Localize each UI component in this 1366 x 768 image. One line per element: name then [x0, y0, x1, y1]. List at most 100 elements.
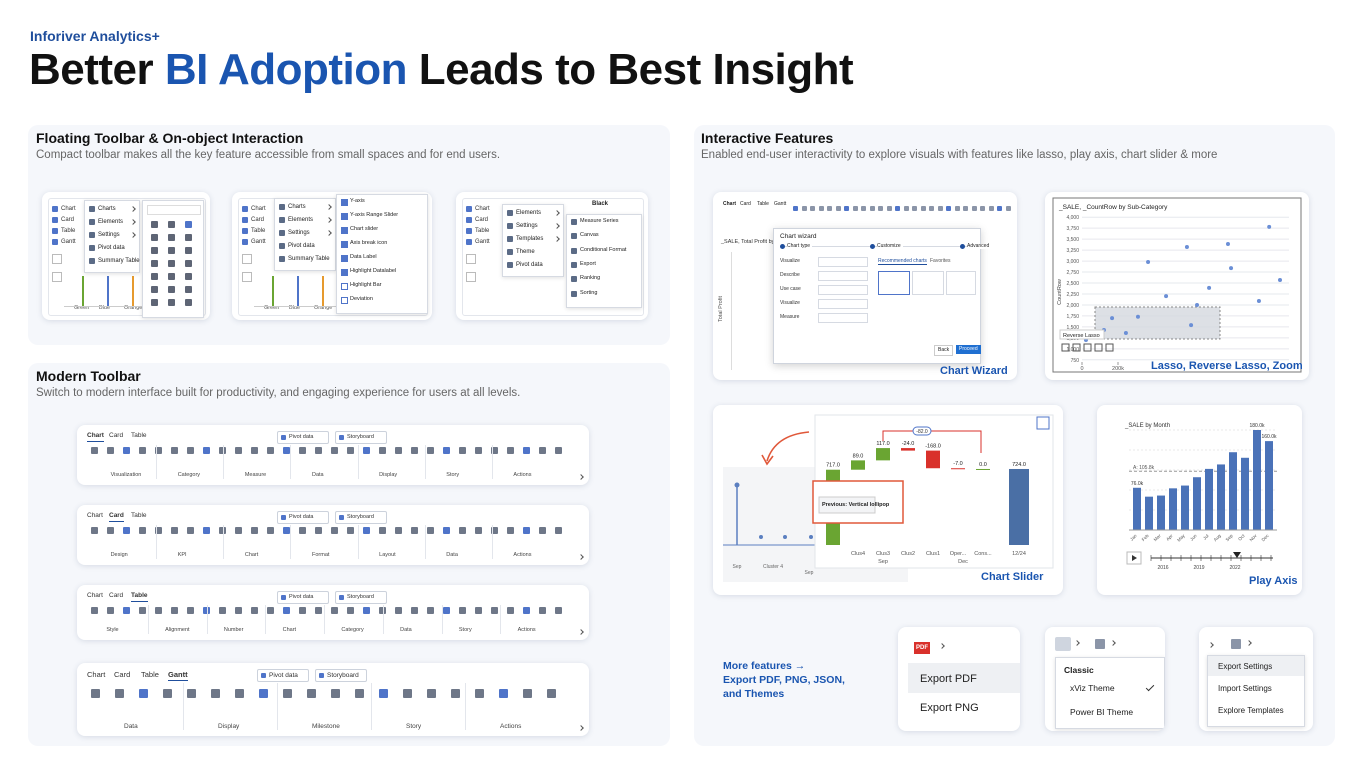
menu-item: Elements — [516, 210, 542, 216]
waterfall-bar — [976, 468, 990, 470]
headline: Better BI Adoption Leads to Best Insight — [29, 45, 854, 94]
field-label: Describe — [780, 272, 800, 278]
search-box — [147, 205, 201, 215]
preview — [878, 271, 910, 295]
icon — [507, 236, 513, 242]
point — [1123, 331, 1128, 336]
group-label: Display — [218, 723, 240, 730]
point — [1164, 294, 1169, 299]
point — [1225, 241, 1230, 246]
icon — [315, 447, 322, 454]
x-tick-label: Nov — [1249, 533, 1259, 543]
headline-highlight: BI Adoption — [164, 45, 408, 94]
highlight — [1208, 656, 1304, 676]
visual-item: Card — [475, 217, 489, 223]
bar — [1181, 485, 1189, 530]
icon — [281, 434, 286, 440]
icon — [379, 527, 386, 534]
icon — [242, 206, 248, 212]
icon — [539, 527, 546, 534]
card: Chart Card Table Gantt Green Blue Orange Charts… — [232, 192, 432, 320]
y-tick-label: 2,250 — [1066, 292, 1079, 298]
point — [1135, 314, 1140, 319]
tooltip — [818, 496, 876, 514]
group-label: Actions — [513, 552, 532, 558]
icon — [267, 607, 274, 614]
more-features: Export PDF, PNG, JSON, — [723, 674, 845, 686]
group-label: Data — [400, 627, 412, 633]
icon — [151, 286, 158, 293]
menu-item: Charts — [98, 206, 116, 212]
icon — [115, 689, 124, 698]
icon — [299, 527, 306, 534]
icon — [281, 514, 286, 520]
chevron — [1074, 640, 1080, 646]
visual-item: Table — [251, 228, 266, 234]
submenu-item: Canvas — [580, 232, 599, 239]
icon — [571, 276, 577, 283]
chevron — [554, 223, 560, 229]
caption: Lasso, Reverse Lasso, Zoom — [1151, 360, 1303, 372]
group-label: Category — [341, 627, 364, 633]
group-label: Chart — [244, 552, 259, 558]
lasso-area — [1094, 306, 1221, 340]
group-label: Actions — [517, 627, 536, 633]
group-label: Data — [446, 552, 458, 558]
data-label: 724.0 — [1012, 462, 1026, 468]
card: Chart Card Table Pivot data Storyboard Style A… — [77, 585, 589, 640]
tool-icon — [1094, 343, 1103, 352]
icon — [91, 527, 98, 534]
icon — [937, 206, 943, 211]
icon — [523, 607, 530, 614]
preview — [912, 271, 944, 295]
y-tick-label: 2,750 — [1066, 270, 1079, 276]
data-label: -24.0 — [902, 441, 915, 447]
icon — [347, 527, 354, 534]
axis-bar — [82, 276, 84, 306]
icon — [929, 206, 934, 211]
visual-item: Chart — [251, 206, 266, 212]
button-label: Pivot data — [289, 513, 314, 520]
button-label: Pivot data — [289, 593, 314, 600]
separator — [223, 525, 225, 559]
more-features: and Themes — [723, 688, 785, 700]
icon — [187, 447, 194, 454]
submenu-item: Sorting — [580, 289, 598, 296]
group-label: Alignment — [165, 627, 190, 633]
chevron — [1110, 640, 1116, 646]
tab: Chart — [87, 432, 104, 442]
icon — [539, 447, 546, 454]
icon — [997, 206, 1002, 211]
separator — [357, 525, 359, 559]
toolbar-button: Storyboard — [315, 669, 367, 682]
axis-label: Blue — [99, 305, 111, 311]
tab: Chart — [87, 670, 106, 679]
tab: Card — [740, 201, 751, 207]
checkbox — [341, 297, 348, 304]
add-button — [52, 272, 62, 282]
x-tick-label: Apr — [1165, 533, 1174, 542]
icon — [307, 689, 316, 698]
y-tick-label: 1,500 — [1066, 325, 1079, 331]
axis-label: Orange — [124, 305, 143, 311]
icon — [151, 234, 158, 241]
menu-item: Summary Table — [288, 256, 330, 262]
icon — [283, 447, 290, 454]
icon — [395, 447, 402, 454]
point — [1189, 323, 1194, 328]
more-features: More features → — [723, 660, 806, 672]
dialog: Chart wizard Chart type Customize Advanced V… — [773, 228, 992, 364]
icon — [331, 527, 338, 534]
icon — [279, 243, 285, 249]
x-tick-label: Clus3 — [876, 551, 890, 557]
icon — [1005, 206, 1011, 211]
icon — [793, 206, 798, 211]
icon — [818, 206, 824, 211]
icon — [123, 527, 130, 534]
y-tick-label: 2,500 — [1066, 281, 1079, 287]
tab: Chart — [87, 592, 103, 599]
preview — [946, 271, 976, 295]
icon — [259, 689, 268, 698]
menu-item: Power BI Theme — [1070, 707, 1134, 717]
icon — [411, 607, 418, 614]
